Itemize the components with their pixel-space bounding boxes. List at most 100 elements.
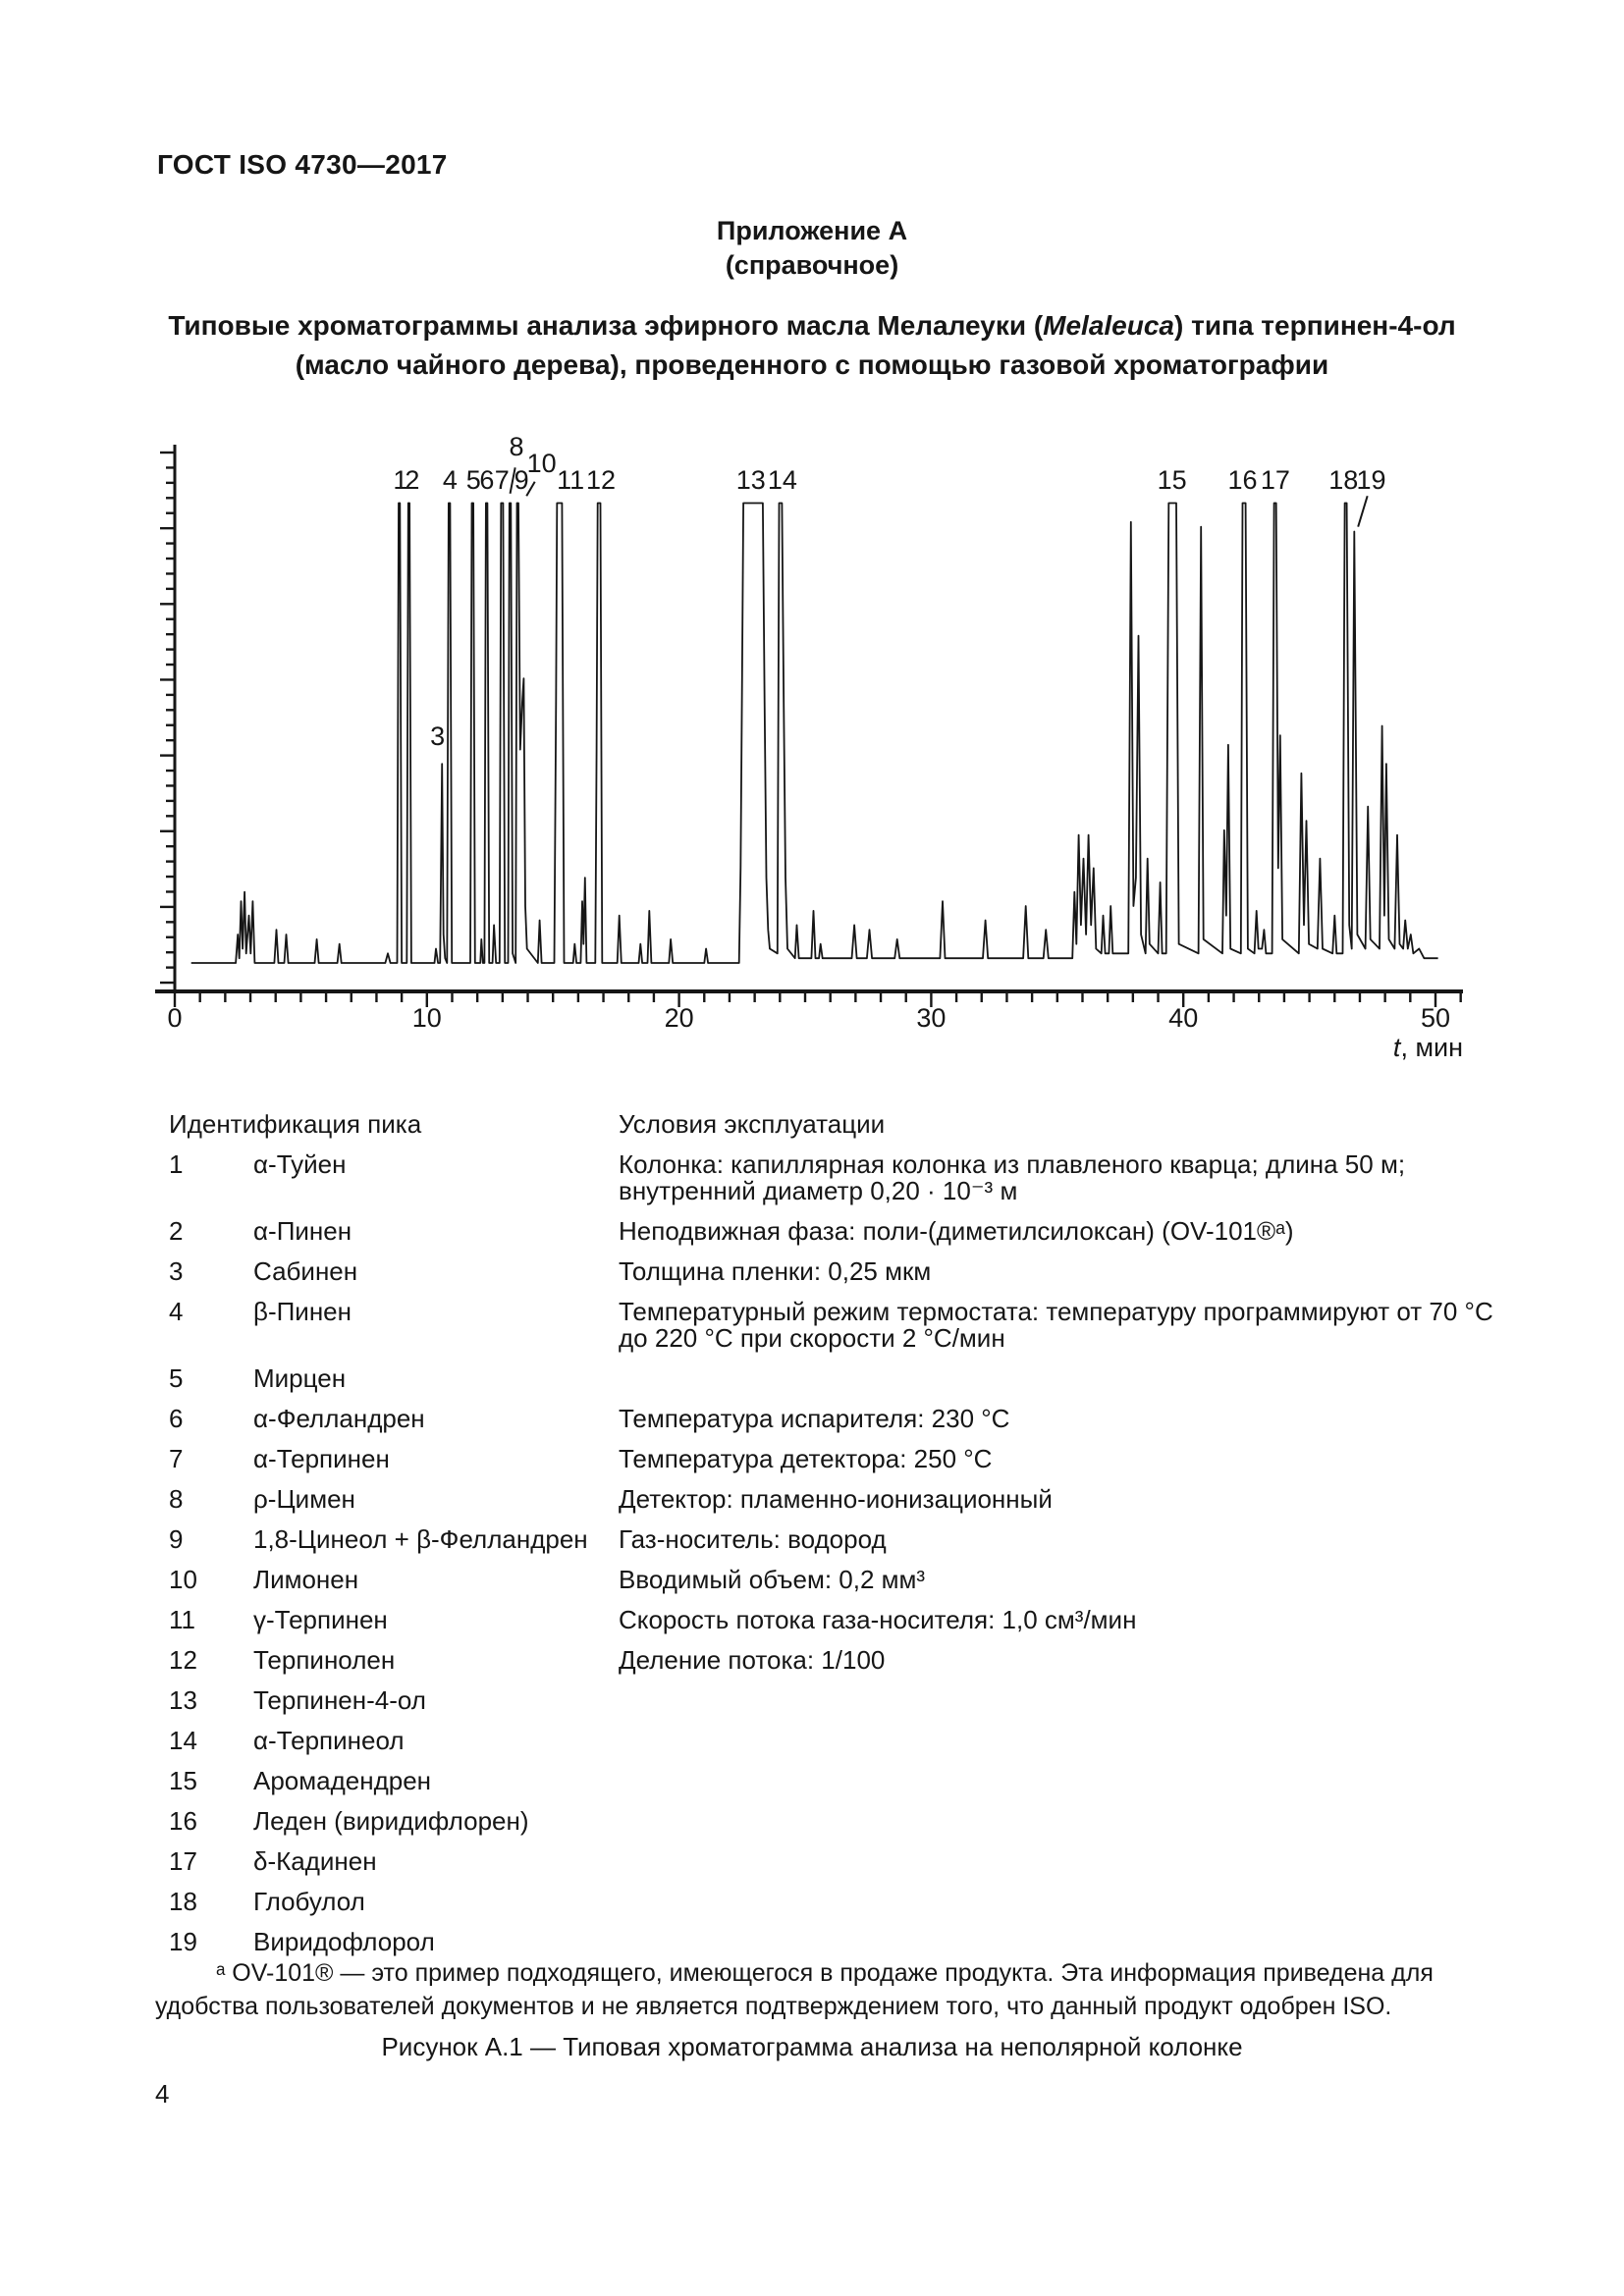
peak-label-8: 8	[509, 432, 523, 461]
table-row: 17 δ-Кадинен	[169, 1848, 1512, 1875]
svg-text:0: 0	[167, 1003, 182, 1033]
peak-compound-name: Терпинен-4-ол	[253, 1685, 426, 1715]
operating-condition: Толщина пленки: 0,25 мкм	[619, 1256, 932, 1286]
operating-condition	[619, 1889, 1512, 1915]
peak-identification-table: Идентификация пика Условия эксплуатации …	[169, 1111, 1512, 1969]
table-row: 9 1,8-Цинеол + β-Фелландрен Газ-носитель…	[169, 1526, 1512, 1553]
peak-number: 19	[169, 1927, 197, 1956]
operating-condition	[619, 1365, 1512, 1392]
peak-number: 12	[169, 1645, 197, 1675]
operating-condition	[619, 1808, 1512, 1835]
peak-compound-name: 1,8-Цинеол + β-Фелландрен	[253, 1524, 588, 1554]
peak-label-5: 5	[466, 465, 481, 495]
peak-number: 11	[169, 1605, 195, 1634]
operating-condition: Колонка: капиллярная колонка из плавлено…	[619, 1149, 1406, 1205]
peak-compound-name: δ-Кадинен	[253, 1846, 377, 1876]
peak-label-15: 15	[1158, 465, 1187, 495]
table-row: 18 Глобулол	[169, 1889, 1512, 1915]
annex-heading: Приложение А (справочное)	[0, 214, 1624, 283]
figure-title-text: Типовые хроматограммы анализа эфирного м…	[168, 310, 1044, 341]
table-row: 13 Терпинен-4-ол	[169, 1687, 1512, 1714]
page-number: 4	[155, 2079, 170, 2109]
peak-label-18: 18	[1328, 465, 1358, 495]
table-row: 11 γ-Терпинен Скорость потока газа-носит…	[169, 1607, 1512, 1633]
table-row: 16 Леден (виридифлорен)	[169, 1808, 1512, 1835]
peak-label-10: 10	[527, 449, 557, 478]
peak-number: 13	[169, 1685, 197, 1715]
svg-text:50: 50	[1421, 1003, 1450, 1033]
operating-condition: Температура детектора: 250 °C	[619, 1444, 993, 1473]
peak-compound-name: Мирцен	[253, 1363, 347, 1393]
peak-label-19: 19	[1356, 465, 1385, 495]
table-row: 19 Виридофлорол	[169, 1929, 1512, 1955]
table-row: 5 Мирцен	[169, 1365, 1512, 1392]
peak-compound-name: α-Фелландрен	[253, 1404, 425, 1433]
table-row: 15 Аромадендрен	[169, 1768, 1512, 1794]
peak-label-4: 4	[443, 465, 458, 495]
table-row: 12 Терпинолен Деление потока: 1/100	[169, 1647, 1512, 1674]
peak-number: 9	[169, 1524, 184, 1554]
peak-compound-name: α-Туйен	[253, 1149, 347, 1179]
peak-number: 5	[169, 1363, 184, 1393]
peak-compound-name: ρ-Цимен	[253, 1484, 355, 1514]
peak-compound-name: Лимонен	[253, 1565, 359, 1594]
figure-title-latin-name: Melaleuca	[1043, 310, 1175, 341]
peak-number: 17	[169, 1846, 197, 1876]
peak-compound-name: Сабинен	[253, 1256, 358, 1286]
table-row: 3 Сабинен Толщина пленки: 0,25 мкм	[169, 1258, 1512, 1285]
operating-condition	[619, 1728, 1512, 1754]
peak-label-7: 7	[495, 465, 510, 495]
peak-compound-name: Глобулол	[253, 1887, 365, 1916]
peak-number: 7	[169, 1444, 184, 1473]
peak-number: 14	[169, 1726, 197, 1755]
peak-label-3: 3	[430, 721, 445, 751]
peak-label-14: 14	[768, 465, 797, 495]
peak-compound-name: Виридофлорол	[253, 1927, 435, 1956]
peak-label-9: 9	[514, 465, 529, 495]
annex-title: Приложение А	[716, 216, 908, 245]
table-row: 6 α-Фелландрен Температура испарителя: 2…	[169, 1406, 1512, 1432]
operating-condition: Температурный режим термостата: температ…	[619, 1297, 1493, 1353]
table-row: 4 β-Пинен Температурный режим термостата…	[169, 1299, 1512, 1352]
svg-text:10: 10	[412, 1003, 442, 1033]
chromatogram: 0 10 20 30 40 50 t, мин 1 2 3 4 5 6 7 8 9 10 11 12 13 14 15 16…	[135, 420, 1510, 1099]
peak-label-1: 1	[393, 465, 407, 495]
peak-number: 6	[169, 1404, 184, 1433]
peak-compound-name: α-Терпинеол	[253, 1726, 405, 1755]
operating-condition: Детектор: пламенно-ионизационный	[619, 1484, 1053, 1514]
peak-label-17: 17	[1261, 465, 1290, 495]
peak-compound-name: Аромадендрен	[253, 1766, 432, 1795]
standard-number: ГОСТ ISO 4730—2017	[157, 149, 448, 180]
peak-number: 16	[169, 1806, 197, 1836]
peak-compound-name: Леден (виридифлорен)	[253, 1806, 529, 1836]
peak-label-16: 16	[1228, 465, 1258, 495]
figure-title-text-cont: ) типа терпинен-4-ол	[1174, 310, 1456, 341]
table-row: 2 α-Пинен Неподвижная фаза: поли-(димети…	[169, 1218, 1512, 1245]
peak-compound-name: β-Пинен	[253, 1297, 352, 1326]
peak-number: 2	[169, 1216, 184, 1246]
peak-number: 8	[169, 1484, 184, 1514]
operating-condition: Неподвижная фаза: поли-(диметилсилоксан)…	[619, 1216, 1294, 1246]
peak-compound-name: Терпинолен	[253, 1645, 396, 1675]
table-row: 7 α-Терпинен Температура детектора: 250 …	[169, 1446, 1512, 1472]
operating-condition	[619, 1848, 1512, 1875]
peak-compound-name: γ-Терпинен	[253, 1605, 388, 1634]
peak-number: 10	[169, 1565, 197, 1594]
operating-condition: Температура испарителя: 230 °C	[619, 1404, 1010, 1433]
peak-compound-name: α-Пинен	[253, 1216, 352, 1246]
svg-text:40: 40	[1168, 1003, 1198, 1033]
svg-text:30: 30	[916, 1003, 946, 1033]
svg-text:t, мин: t, мин	[1393, 1033, 1463, 1062]
figure-title: Типовые хроматограммы анализа эфирного м…	[125, 306, 1499, 385]
svg-text:20: 20	[665, 1003, 694, 1033]
table-row: 8 ρ-Цимен Детектор: пламенно-ионизационн…	[169, 1486, 1512, 1513]
peak-label-13: 13	[736, 465, 766, 495]
table-row: 1 α-Туйен Колонка: капиллярная колонка и…	[169, 1151, 1512, 1204]
operating-condition	[619, 1687, 1512, 1714]
table-header-row: Идентификация пика Условия эксплуатации	[169, 1111, 1512, 1138]
figure-title-line2: (масло чайного дерева), проведенного с п…	[295, 349, 1329, 380]
column-header-peak-id: Идентификация пика	[169, 1109, 422, 1139]
operating-condition: Вводимый объем: 0,2 мм³	[619, 1565, 926, 1594]
